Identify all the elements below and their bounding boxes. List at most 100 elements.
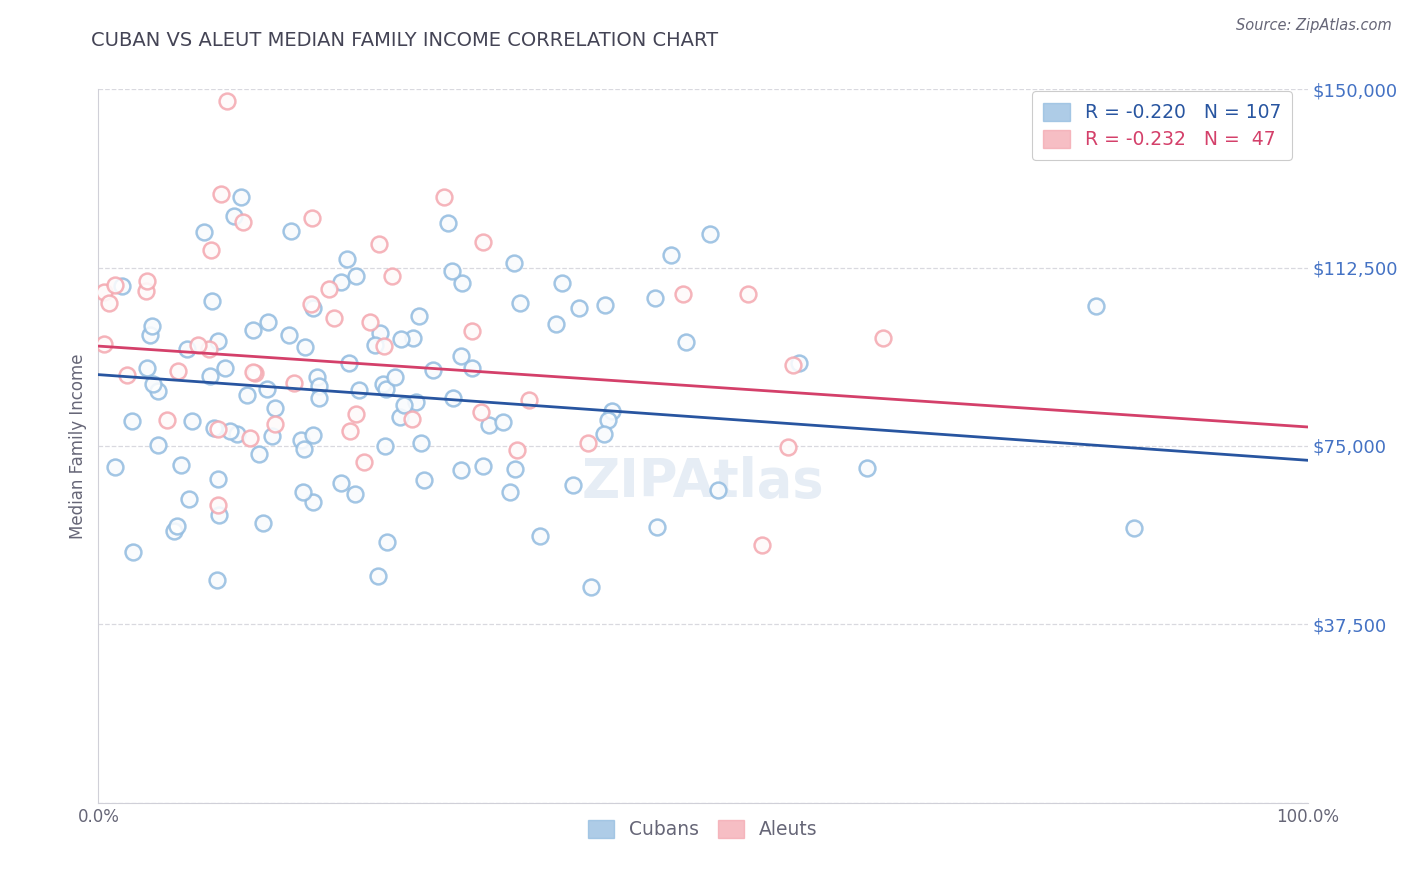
Point <box>359 315 381 329</box>
Point <box>502 256 524 270</box>
Point <box>232 215 254 229</box>
Point <box>437 216 460 230</box>
Point <box>294 340 316 354</box>
Point <box>180 414 202 428</box>
Point <box>219 425 242 439</box>
Point <box>461 324 484 338</box>
Point <box>176 343 198 357</box>
Point <box>344 408 367 422</box>
Point <box>252 516 274 530</box>
Point <box>344 268 367 283</box>
Point <box>389 332 412 346</box>
Point <box>450 349 472 363</box>
Point <box>576 436 599 450</box>
Point <box>492 415 515 429</box>
Point <box>290 434 312 448</box>
Point <box>97 295 120 310</box>
Point <box>207 472 229 486</box>
Point <box>375 382 398 396</box>
Point <box>672 286 695 301</box>
Point <box>581 580 603 594</box>
Point <box>277 327 299 342</box>
Point <box>214 360 236 375</box>
Point <box>198 369 221 384</box>
Point <box>659 247 682 261</box>
Point <box>93 336 115 351</box>
Point <box>413 474 436 488</box>
Point <box>97 295 120 310</box>
Point <box>169 458 191 472</box>
Point <box>200 244 222 258</box>
Point <box>207 334 229 348</box>
Point <box>104 459 127 474</box>
Point <box>138 328 160 343</box>
Point <box>202 421 225 435</box>
Point <box>104 459 127 474</box>
Point <box>472 235 495 250</box>
Point <box>239 431 262 445</box>
Point <box>302 428 325 442</box>
Point <box>592 427 614 442</box>
Point <box>111 278 134 293</box>
Point <box>450 276 472 290</box>
Point <box>503 462 526 476</box>
Point <box>146 384 169 398</box>
Point <box>301 211 323 226</box>
Point <box>856 460 879 475</box>
Point <box>737 287 759 301</box>
Point <box>561 478 583 492</box>
Point <box>353 455 375 469</box>
Point <box>441 264 464 278</box>
Point <box>283 376 305 390</box>
Point <box>243 366 266 380</box>
Point <box>180 414 202 428</box>
Point <box>644 291 666 305</box>
Point <box>337 356 360 370</box>
Point <box>209 186 232 201</box>
Point <box>375 534 398 549</box>
Point <box>146 384 169 398</box>
Point <box>167 364 190 378</box>
Point <box>789 356 811 370</box>
Point <box>156 413 179 427</box>
Point <box>305 370 328 384</box>
Point <box>499 485 522 500</box>
Point <box>737 287 759 301</box>
Point <box>135 284 157 298</box>
Point <box>506 443 529 458</box>
Point <box>470 405 492 419</box>
Point <box>252 516 274 530</box>
Point <box>135 284 157 298</box>
Point <box>546 317 568 331</box>
Point <box>437 216 460 230</box>
Point <box>136 274 159 288</box>
Point <box>93 285 115 299</box>
Point <box>205 573 228 587</box>
Point <box>461 324 484 338</box>
Point <box>260 429 283 443</box>
Point <box>751 538 773 552</box>
Point <box>299 297 322 311</box>
Point <box>659 247 682 261</box>
Point <box>675 334 697 349</box>
Point <box>277 327 299 342</box>
Point <box>257 315 280 329</box>
Point <box>148 437 170 451</box>
Point <box>349 383 371 397</box>
Text: Source: ZipAtlas.com: Source: ZipAtlas.com <box>1236 18 1392 33</box>
Point <box>264 401 287 416</box>
Point <box>142 376 165 391</box>
Point <box>373 338 395 352</box>
Point <box>368 237 391 252</box>
Point <box>401 412 423 426</box>
Point <box>166 519 188 533</box>
Point <box>256 383 278 397</box>
Point <box>198 342 221 356</box>
Point <box>349 383 371 397</box>
Point <box>389 332 412 346</box>
Point <box>330 476 353 491</box>
Point <box>595 297 617 311</box>
Point <box>318 281 340 295</box>
Point <box>207 498 229 512</box>
Point <box>408 309 430 323</box>
